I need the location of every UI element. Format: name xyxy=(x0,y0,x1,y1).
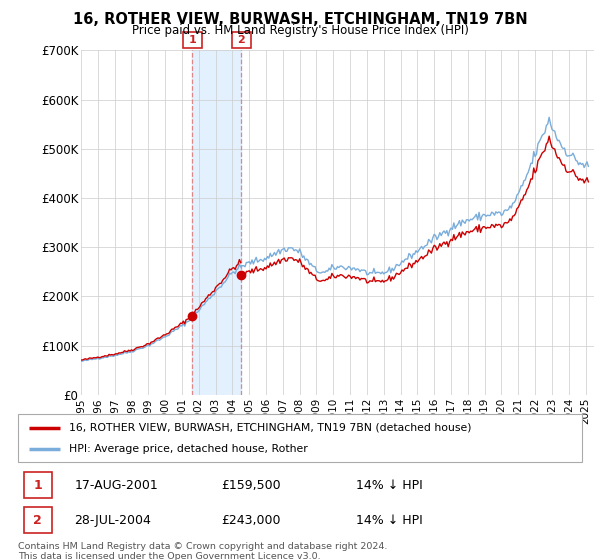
Text: 2: 2 xyxy=(238,35,245,45)
FancyBboxPatch shape xyxy=(23,507,52,533)
Text: 1: 1 xyxy=(188,35,196,45)
Text: HPI: Average price, detached house, Rother: HPI: Average price, detached house, Roth… xyxy=(69,444,308,454)
Text: 14% ↓ HPI: 14% ↓ HPI xyxy=(356,479,423,492)
Text: 16, ROTHER VIEW, BURWASH, ETCHINGHAM, TN19 7BN: 16, ROTHER VIEW, BURWASH, ETCHINGHAM, TN… xyxy=(73,12,527,27)
Text: Price paid vs. HM Land Registry's House Price Index (HPI): Price paid vs. HM Land Registry's House … xyxy=(131,24,469,36)
Text: Contains HM Land Registry data © Crown copyright and database right 2024.
This d: Contains HM Land Registry data © Crown c… xyxy=(18,542,388,560)
Text: £243,000: £243,000 xyxy=(221,514,281,526)
Text: 14% ↓ HPI: 14% ↓ HPI xyxy=(356,514,423,526)
Text: 28-JUL-2004: 28-JUL-2004 xyxy=(74,514,151,526)
Text: 1: 1 xyxy=(34,479,42,492)
Text: 16, ROTHER VIEW, BURWASH, ETCHINGHAM, TN19 7BN (detached house): 16, ROTHER VIEW, BURWASH, ETCHINGHAM, TN… xyxy=(69,423,471,433)
Text: £159,500: £159,500 xyxy=(221,479,281,492)
Text: 17-AUG-2001: 17-AUG-2001 xyxy=(74,479,158,492)
FancyBboxPatch shape xyxy=(18,414,582,462)
Text: 2: 2 xyxy=(34,514,42,526)
Bar xyxy=(193,50,241,395)
FancyBboxPatch shape xyxy=(23,472,52,498)
